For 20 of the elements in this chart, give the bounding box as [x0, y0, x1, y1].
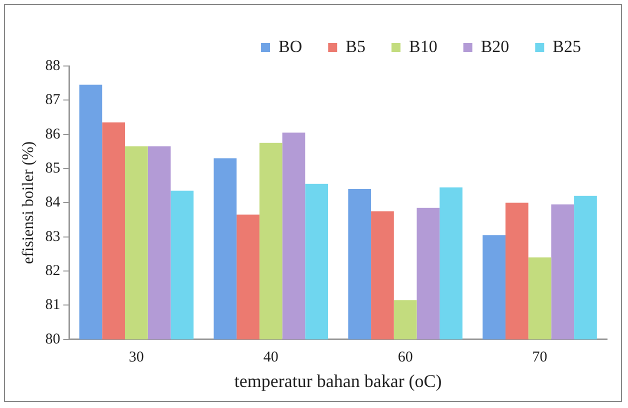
x-tick-label: 70 — [532, 349, 548, 366]
legend-label: B25 — [552, 36, 582, 56]
y-tick-label: 84 — [45, 194, 61, 211]
legend-label: B5 — [346, 36, 366, 56]
legend-label: B20 — [480, 36, 510, 56]
y-axis-title: efisiensi boiler (%) — [20, 141, 37, 264]
x-axis-title: temperatur bahan bakar (oC) — [234, 370, 442, 391]
y-tick-label: 81 — [45, 297, 60, 314]
y-tick-label: 83 — [45, 228, 60, 245]
y-tick-label: 87 — [45, 92, 61, 108]
y-tick-label: 80 — [45, 331, 60, 348]
legend-label: BO — [278, 36, 302, 56]
legend-label: B10 — [408, 36, 438, 56]
x-tick-label: 40 — [263, 349, 278, 366]
y-tick-label: 86 — [45, 126, 61, 142]
y-tick-label: 82 — [45, 262, 60, 279]
x-tick-label: 60 — [398, 349, 413, 366]
y-tick-label: 88 — [45, 58, 60, 74]
x-tick-label: 30 — [128, 349, 144, 366]
y-tick-label: 85 — [45, 160, 60, 176]
